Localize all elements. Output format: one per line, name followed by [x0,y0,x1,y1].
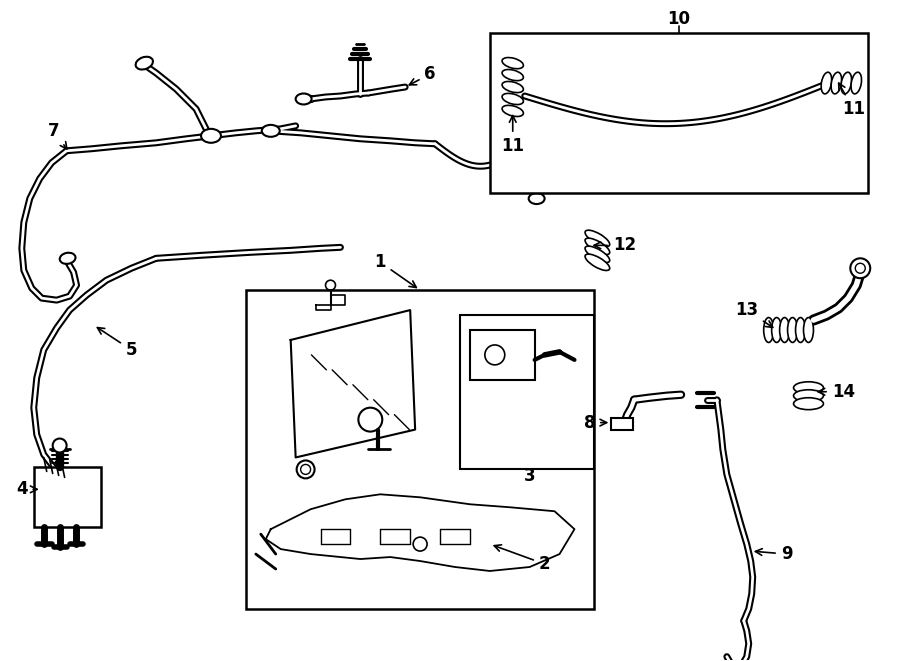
Text: 12: 12 [594,237,635,254]
Text: 6: 6 [410,65,436,85]
Text: 1: 1 [374,253,417,288]
Ellipse shape [57,475,70,485]
Ellipse shape [794,390,824,402]
Polygon shape [266,494,574,571]
Ellipse shape [788,317,797,342]
Text: 11: 11 [501,116,524,155]
Ellipse shape [59,253,76,264]
Ellipse shape [585,238,609,254]
Ellipse shape [771,317,781,342]
Bar [246,290,594,609]
Text: 8: 8 [584,414,607,432]
Polygon shape [316,295,346,310]
Ellipse shape [842,72,851,94]
Polygon shape [291,310,415,457]
Bar [611,418,634,430]
Text: 2: 2 [494,545,551,573]
Text: 3: 3 [524,467,536,485]
Circle shape [326,280,336,290]
Ellipse shape [779,317,789,342]
Ellipse shape [831,72,842,94]
Ellipse shape [804,317,814,342]
Text: 5: 5 [97,328,137,359]
Text: 14: 14 [818,383,855,401]
Ellipse shape [796,317,806,342]
Ellipse shape [851,72,861,94]
Ellipse shape [502,69,524,81]
Ellipse shape [585,254,609,270]
Ellipse shape [764,317,774,342]
Text: 10: 10 [668,11,690,28]
Bar [490,33,868,192]
Ellipse shape [502,58,524,69]
Bar [470,330,535,380]
Circle shape [485,345,505,365]
Ellipse shape [794,398,824,410]
Text: 13: 13 [735,301,773,327]
Text: 11: 11 [839,83,865,118]
Bar [34,467,102,527]
Circle shape [358,408,382,432]
Text: 9: 9 [755,545,792,563]
Text: 7: 7 [48,122,67,149]
Ellipse shape [794,382,824,394]
Bar [460,315,594,469]
Ellipse shape [136,57,153,69]
Ellipse shape [296,93,311,104]
Circle shape [850,258,870,278]
Ellipse shape [502,81,524,93]
Circle shape [855,263,865,273]
Ellipse shape [262,125,280,137]
Circle shape [413,537,428,551]
Ellipse shape [585,246,609,262]
Circle shape [53,438,67,453]
Ellipse shape [201,129,221,143]
Text: 4: 4 [16,481,37,498]
Ellipse shape [502,93,524,104]
Ellipse shape [502,105,524,116]
Circle shape [297,461,315,479]
Ellipse shape [821,72,832,94]
Ellipse shape [585,230,609,247]
Ellipse shape [528,193,544,204]
